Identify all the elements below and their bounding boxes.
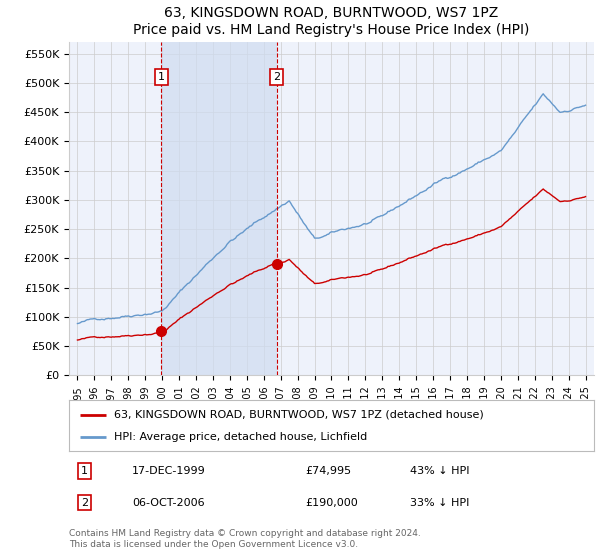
Text: Contains HM Land Registry data © Crown copyright and database right 2024.
This d: Contains HM Land Registry data © Crown c… xyxy=(69,529,421,549)
Text: 06-OCT-2006: 06-OCT-2006 xyxy=(132,498,205,507)
Text: 43% ↓ HPI: 43% ↓ HPI xyxy=(410,466,470,476)
Bar xyxy=(161,42,277,375)
Text: 2: 2 xyxy=(81,498,88,507)
Title: 63, KINGSDOWN ROAD, BURNTWOOD, WS7 1PZ
Price paid vs. HM Land Registry's House P: 63, KINGSDOWN ROAD, BURNTWOOD, WS7 1PZ P… xyxy=(133,7,530,36)
Text: 1: 1 xyxy=(158,72,165,82)
Text: 33% ↓ HPI: 33% ↓ HPI xyxy=(410,498,470,507)
Text: £190,000: £190,000 xyxy=(305,498,358,507)
Text: HPI: Average price, detached house, Lichfield: HPI: Average price, detached house, Lich… xyxy=(113,432,367,442)
Text: 2: 2 xyxy=(273,72,280,82)
Text: £74,995: £74,995 xyxy=(305,466,352,476)
Text: 1: 1 xyxy=(81,466,88,476)
Text: 17-DEC-1999: 17-DEC-1999 xyxy=(132,466,206,476)
Text: 63, KINGSDOWN ROAD, BURNTWOOD, WS7 1PZ (detached house): 63, KINGSDOWN ROAD, BURNTWOOD, WS7 1PZ (… xyxy=(113,409,484,419)
